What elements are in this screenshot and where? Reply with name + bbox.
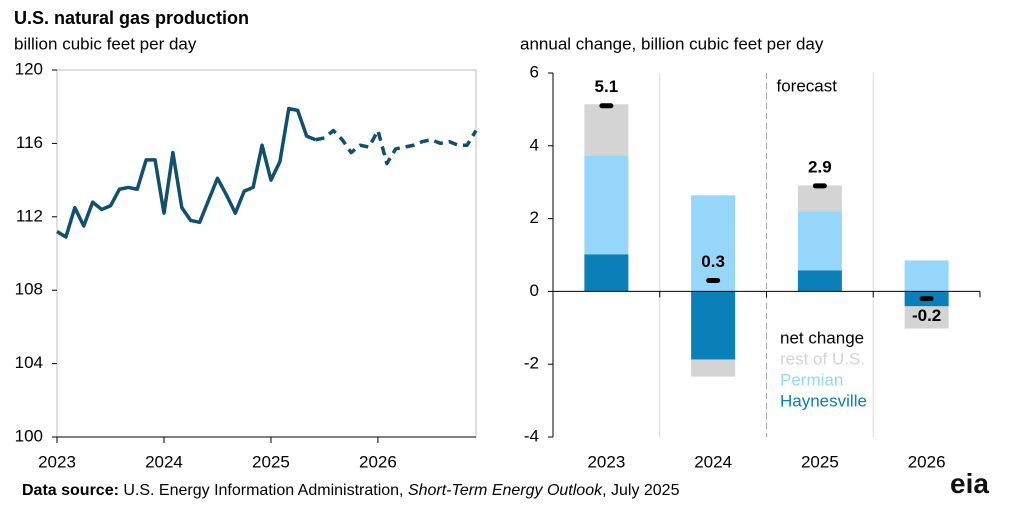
footer: Data source: U.S. Energy Information Adm… (22, 482, 679, 500)
bar-segment (691, 359, 736, 377)
bar-segment (584, 155, 629, 255)
footer-text: U.S. Energy Information Administration, (118, 482, 408, 499)
value-label: 2.9 (808, 157, 832, 176)
y-tick-label: -4 (524, 426, 539, 445)
value-label: 0.3 (701, 252, 725, 271)
x-tick-label: 2025 (801, 452, 839, 471)
y-tick-label: 120 (15, 59, 43, 78)
y-tick-label: 116 (16, 133, 43, 152)
legend-entry: net change (780, 328, 864, 347)
bar-segment (691, 291, 736, 360)
x-tick-label: 2026 (359, 452, 397, 471)
bar-segment (584, 254, 629, 292)
x-tick-label: 2025 (252, 452, 290, 471)
footer-label: Data source: (22, 482, 119, 499)
bar-segment (797, 211, 842, 271)
value-label: -0.2 (912, 306, 941, 325)
bar-segment (797, 270, 842, 292)
y-tick-label: 100 (15, 426, 43, 445)
footer-text: , July 2025 (602, 482, 680, 499)
chart-subtitle: annual change, billion cubic feet per da… (520, 34, 824, 53)
y-tick-label: 6 (530, 62, 539, 81)
bar-segment (904, 260, 949, 292)
line-series (315, 128, 478, 166)
chart-title: U.S. natural gas production (14, 8, 249, 28)
y-tick-label: 104 (15, 353, 43, 372)
bar-segment (691, 195, 736, 292)
x-tick-label: 2023 (587, 452, 625, 471)
net-marker (812, 183, 827, 189)
line-series (56, 106, 317, 239)
x-tick-label: 2023 (38, 452, 76, 471)
annotation: forecast (777, 76, 838, 95)
bar-segment (584, 104, 629, 156)
legend-entry: Haynesville (780, 391, 867, 410)
plot-frame (56, 69, 477, 438)
logo: eia (950, 468, 989, 499)
value-label: 5.1 (595, 77, 619, 96)
y-tick-label: -2 (524, 354, 539, 373)
y-tick-label: 0 (530, 281, 539, 300)
net-marker (706, 277, 721, 283)
x-tick-label: 2024 (694, 452, 732, 471)
net-marker (599, 103, 614, 109)
y-tick-label: 4 (530, 135, 539, 154)
x-tick-label: 2024 (145, 452, 183, 471)
x-tick-label: 2026 (908, 452, 946, 471)
y-tick-label: 112 (16, 206, 43, 225)
net-marker (919, 296, 934, 302)
chart-subtitle: billion cubic feet per day (14, 34, 197, 53)
footer-italic: Short-Term Energy Outlook (407, 482, 603, 499)
bar-segment (797, 185, 842, 212)
legend-entry: rest of U.S. (780, 349, 865, 368)
y-tick-label: 108 (15, 280, 43, 299)
bar-segment (904, 306, 949, 329)
y-tick-label: 2 (530, 208, 539, 227)
legend-entry: Permian (780, 370, 843, 389)
